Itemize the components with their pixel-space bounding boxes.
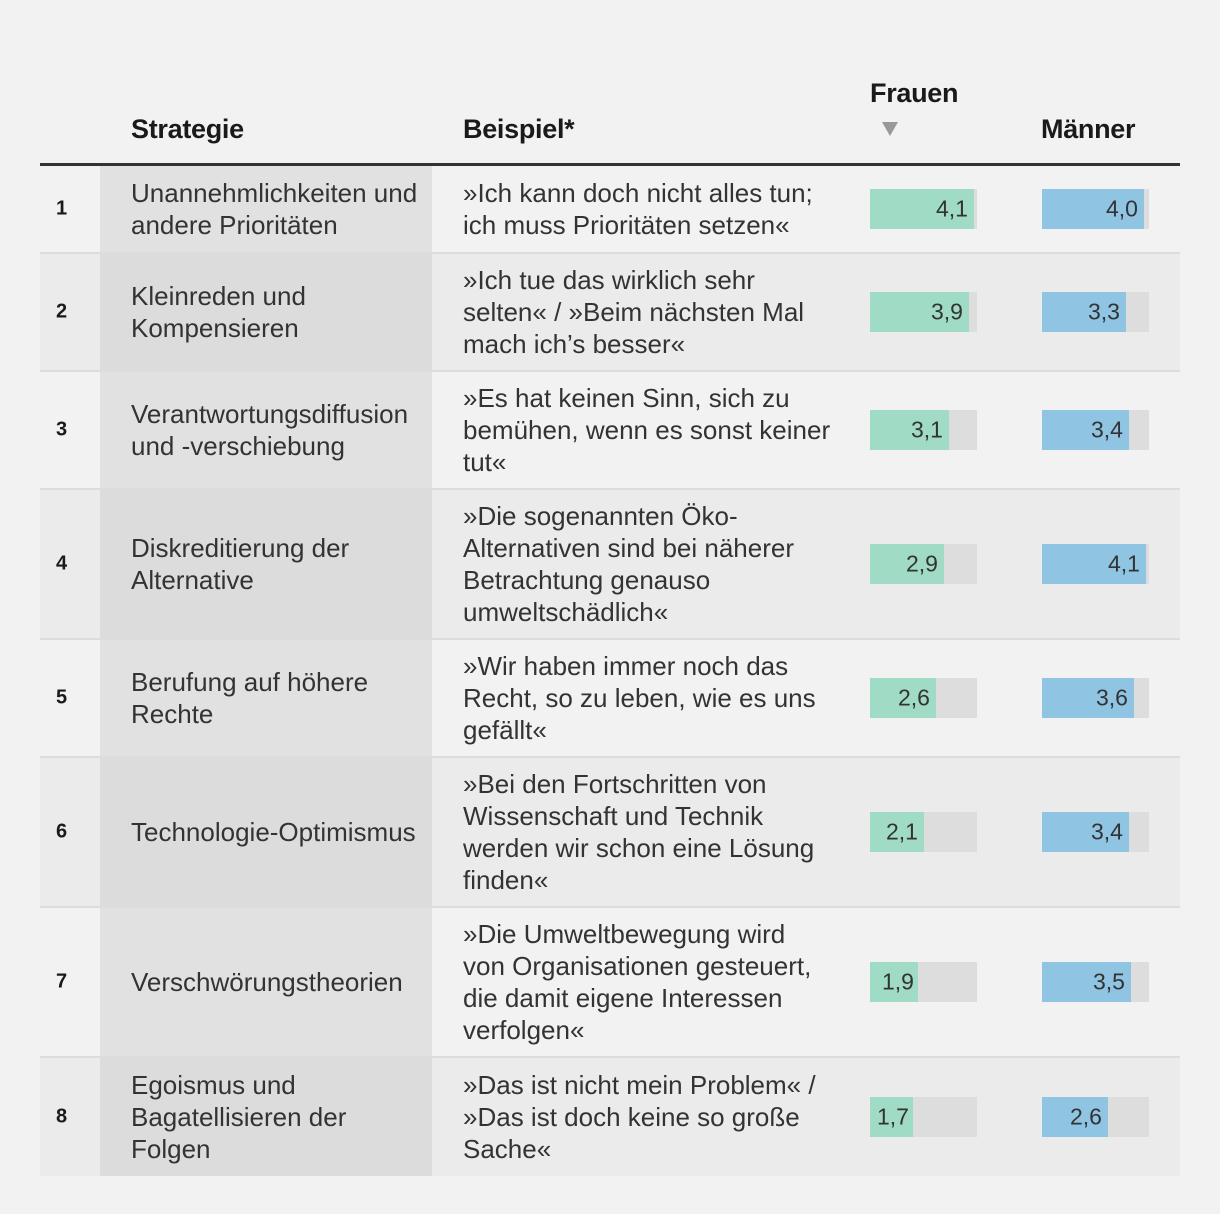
strategy-column-shade (100, 908, 432, 1056)
example-quote: »Wir haben immer noch das Recht, so zu l… (463, 651, 816, 745)
table-row: 2 Kleinreden und Kompensieren »Ich tue das… (40, 254, 1180, 372)
header-frauen[interactable]: Frauen (870, 78, 959, 108)
frauen-value-label: 4,1 (936, 195, 968, 222)
row-number: 2 (56, 300, 68, 323)
frauen-bar (870, 1097, 913, 1137)
strategy-label: Kleinreden und Kompensieren (131, 281, 306, 343)
frauen-bar-track: 2,9 (870, 544, 977, 584)
row-number: 4 (56, 552, 68, 575)
maenner-value-label: 3,3 (1088, 298, 1120, 325)
frauen-bar-track: 2,1 (870, 812, 977, 852)
row-number: 8 (56, 1105, 68, 1128)
maenner-bar (1042, 292, 1126, 332)
example-quote: »Ich tue das wirklich sehr selten« / »Be… (463, 265, 805, 359)
row-number: 3 (56, 418, 68, 441)
frauen-value-label: 2,6 (898, 684, 930, 711)
example-quote: »Das ist nicht mein Problem« / »Das ist … (463, 1070, 816, 1164)
maenner-value-label: 4,1 (1108, 550, 1140, 577)
frauen-value-label: 1,9 (882, 968, 914, 995)
table-header: Strategie Beispiel* Frauen Männer (40, 0, 1180, 166)
strategy-column-shade (100, 254, 432, 370)
frauen-bar-track: 1,7 (870, 1097, 977, 1137)
table-row: 7 Verschwörungstheorien »Die Umweltbewegun… (40, 908, 1180, 1058)
table-row: 1 Unannehmlichkeiten und andere Priorität… (40, 166, 1180, 254)
table-row: 8 Egoismus und Bagatellisieren der Folgen… (40, 1058, 1180, 1176)
maenner-bar-track: 3,3 (1042, 292, 1149, 332)
maenner-bar-track: 3,4 (1042, 410, 1149, 450)
row-number: 5 (56, 686, 68, 709)
frauen-bar (870, 678, 936, 718)
strategy-label: Verschwörungstheorien (131, 967, 403, 997)
maenner-bar-track: 2,6 (1042, 1097, 1149, 1137)
example-quote: »Ich kann doch nicht alles tun; ich muss… (463, 178, 813, 240)
frauen-value-label: 2,1 (886, 818, 918, 845)
header-maenner[interactable]: Männer (1041, 114, 1136, 144)
strategy-label: Diskreditierung der Alternative (131, 533, 350, 595)
row-number: 7 (56, 970, 68, 993)
maenner-value-label: 3,4 (1091, 818, 1123, 845)
example-quote: »Bei den Fortschritten von Wissenschaft … (463, 769, 815, 895)
maenner-bar (1042, 544, 1146, 584)
frauen-value-label: 1,7 (877, 1103, 909, 1130)
frauen-bar (870, 544, 944, 584)
frauen-bar (870, 189, 974, 229)
frauen-value-label: 3,1 (911, 416, 943, 443)
maenner-value-label: 3,6 (1096, 684, 1128, 711)
maenner-bar-track: 4,0 (1042, 189, 1149, 229)
table-row: 4 Diskreditierung der Alternative »Die sog… (40, 490, 1180, 640)
maenner-bar-track: 3,5 (1042, 962, 1149, 1002)
frauen-value-label: 3,9 (931, 298, 963, 325)
example-quote: »Die Umweltbewegung wird von Organisatio… (463, 919, 812, 1045)
strategy-label: Technologie-Optimismus (131, 817, 416, 847)
header-beispiel[interactable]: Beispiel* (463, 114, 575, 144)
strategy-column-shade (100, 490, 432, 638)
strategy-label: Berufung auf höhere Rechte (131, 667, 369, 729)
strategy-label: Verantwortungsdiffusion und -verschiebun… (131, 399, 409, 461)
strategy-label: Unannehmlichkeiten und andere Prioritäte… (131, 178, 418, 240)
strategy-column-shade (100, 372, 432, 488)
maenner-bar (1042, 678, 1134, 718)
maenner-value-label: 2,6 (1070, 1103, 1102, 1130)
strategy-column-shade (100, 758, 432, 906)
table-row: 5 Berufung auf höhere Rechte »Wir haben im… (40, 640, 1180, 758)
maenner-value-label: 3,4 (1091, 416, 1123, 443)
example-quote: »Die sogenannten Öko-Alternativen sind b… (463, 501, 794, 627)
row-number: 1 (56, 197, 68, 220)
maenner-bar (1042, 189, 1144, 229)
strategy-table: Strategie Beispiel* Frauen Männer 1 Unann… (40, 0, 1180, 1176)
header-strategie[interactable]: Strategie (131, 114, 244, 144)
maenner-value-label: 4,0 (1106, 195, 1138, 222)
maenner-bar-track: 3,6 (1042, 678, 1149, 718)
frauen-bar-track: 3,9 (870, 292, 977, 332)
maenner-bar (1042, 410, 1129, 450)
strategy-column-shade (100, 1058, 432, 1176)
table-row: 6 Technologie-Optimismus »Bei den Fortschr… (40, 758, 1180, 908)
maenner-bar (1042, 1097, 1108, 1137)
strategy-column-shade (100, 640, 432, 756)
example-quote: »Es hat keinen Sinn, sich zu bemühen, we… (463, 383, 831, 477)
frauen-bar-track: 3,1 (870, 410, 977, 450)
maenner-value-label: 3,5 (1093, 968, 1125, 995)
maenner-bar (1042, 962, 1131, 1002)
maenner-bar (1042, 812, 1129, 852)
frauen-value-label: 2,9 (906, 550, 938, 577)
strategy-label: Egoismus und Bagatellisieren der Folgen (131, 1070, 347, 1164)
strategy-column-shade (100, 166, 432, 252)
frauen-bar-track: 1,9 (870, 962, 977, 1002)
frauen-bar (870, 410, 949, 450)
maenner-bar-track: 4,1 (1042, 544, 1149, 584)
row-number: 6 (56, 820, 68, 843)
frauen-bar-track: 2,6 (870, 678, 977, 718)
maenner-bar-track: 3,4 (1042, 812, 1149, 852)
frauen-bar (870, 812, 924, 852)
frauen-bar-track: 4,1 (870, 189, 977, 229)
frauen-bar (870, 962, 918, 1002)
table-row: 3 Verantwortungsdiffusion und -verschiebu… (40, 372, 1180, 490)
table-body: 1 Unannehmlichkeiten und andere Priorität… (40, 166, 1180, 1176)
sort-down-icon[interactable] (882, 122, 898, 136)
frauen-bar (870, 292, 969, 332)
